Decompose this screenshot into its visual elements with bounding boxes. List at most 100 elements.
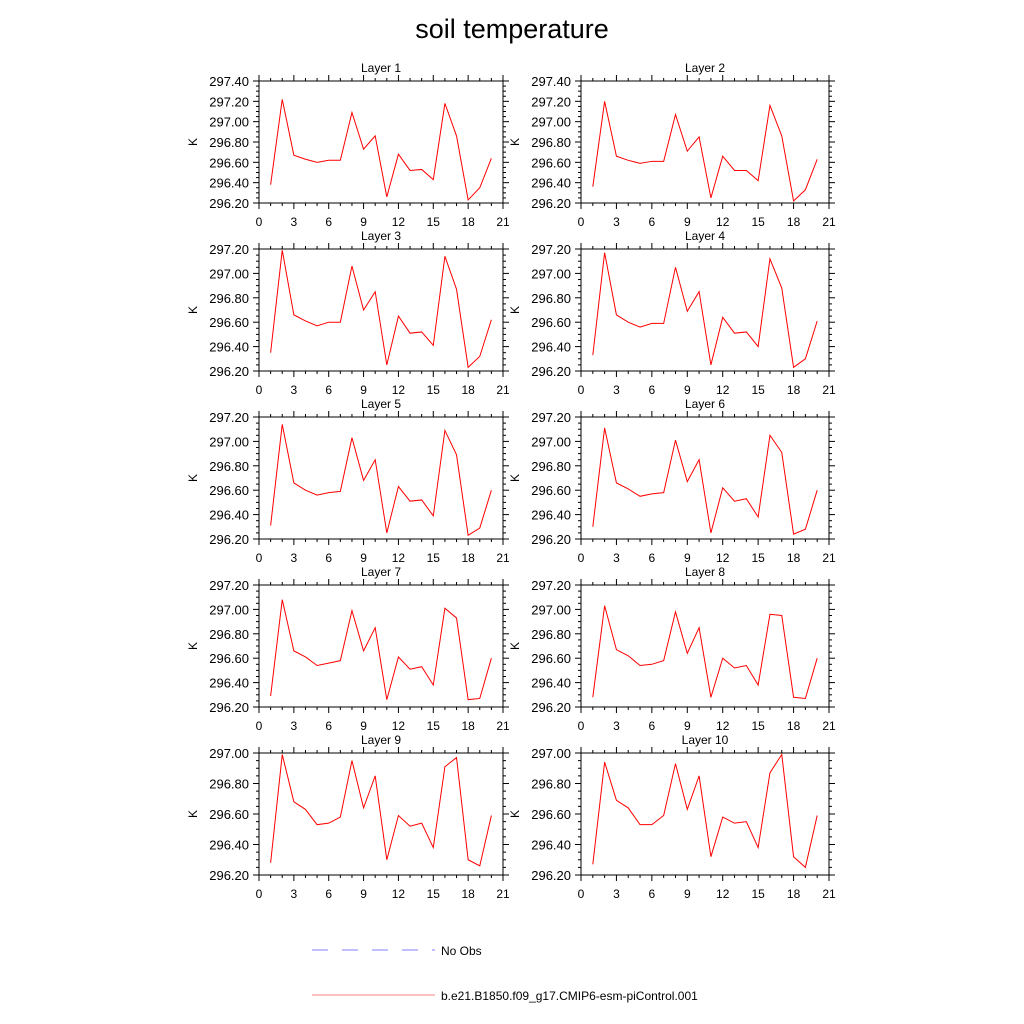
x-tick-label: 21 bbox=[496, 383, 510, 397]
y-tick-label: 296.80 bbox=[209, 777, 249, 792]
x-tick-label: 3 bbox=[291, 551, 298, 565]
y-tick-label: 297.20 bbox=[531, 410, 571, 425]
x-tick-label: 18 bbox=[461, 719, 475, 733]
y-tick-label: 297.00 bbox=[209, 746, 249, 761]
y-tick-label: 297.20 bbox=[531, 242, 571, 257]
x-tick-label: 9 bbox=[360, 215, 367, 229]
panel-title: Layer 5 bbox=[361, 397, 401, 411]
y-tick-label: 296.60 bbox=[531, 807, 571, 822]
y-tick-label: 296.60 bbox=[209, 651, 249, 666]
plot-frame bbox=[258, 752, 504, 876]
y-tick-label: 296.20 bbox=[209, 364, 249, 379]
chart-panel-10: Layer 10 K 0 3 6 9 12 15 18 21 296.20 296.40 296.60 2… bbox=[508, 733, 836, 901]
x-tick-label: 15 bbox=[427, 887, 441, 901]
x-tick-label: 6 bbox=[325, 719, 332, 733]
y-tick-label: 297.20 bbox=[209, 242, 249, 257]
panel-title: Layer 8 bbox=[685, 565, 725, 579]
y-tick-label: 296.40 bbox=[531, 508, 571, 523]
x-tick-label: 3 bbox=[613, 719, 620, 733]
y-tick-label: 296.80 bbox=[531, 135, 571, 150]
x-tick-label: 6 bbox=[325, 383, 332, 397]
y-tick-label: 296.80 bbox=[209, 135, 249, 150]
chart-panel-1: Layer 1 K 0 3 6 9 12 15 18 21 296.20 296.40 296.60 29… bbox=[186, 61, 510, 229]
x-tick-label: 18 bbox=[787, 719, 801, 733]
x-tick-label: 3 bbox=[291, 383, 298, 397]
x-tick-label: 18 bbox=[461, 887, 475, 901]
chart-panel-8: Layer 8 K 0 3 6 9 12 15 18 21 296.20 296.40 296.60 29… bbox=[508, 565, 836, 733]
x-tick-label: 9 bbox=[684, 215, 691, 229]
x-tick-label: 6 bbox=[325, 887, 332, 901]
figure-title: soil temperature bbox=[415, 14, 609, 44]
y-axis-label: K bbox=[186, 138, 200, 146]
x-tick-label: 12 bbox=[392, 383, 406, 397]
x-tick-label: 21 bbox=[496, 719, 510, 733]
y-tick-label: 296.40 bbox=[531, 838, 571, 853]
x-tick-label: 0 bbox=[578, 719, 585, 733]
x-tick-label: 18 bbox=[787, 383, 801, 397]
panel-title: Layer 1 bbox=[361, 61, 401, 75]
y-tick-label: 296.40 bbox=[531, 176, 571, 191]
y-tick-label: 297.20 bbox=[209, 578, 249, 593]
y-tick-label: 296.60 bbox=[209, 315, 249, 330]
data-series-line bbox=[592, 605, 818, 700]
x-tick-label: 15 bbox=[751, 551, 765, 565]
x-tick-label: 9 bbox=[684, 887, 691, 901]
y-tick-label: 297.20 bbox=[209, 410, 249, 425]
y-tick-label: 296.40 bbox=[531, 340, 571, 355]
x-tick-label: 18 bbox=[461, 215, 475, 229]
legend-label-no-obs: No Obs bbox=[441, 944, 482, 958]
y-tick-label: 297.00 bbox=[209, 115, 249, 130]
x-tick-label: 0 bbox=[256, 383, 263, 397]
chart-panel-7: Layer 7 K 0 3 6 9 12 15 18 21 296.20 296.40 296.60 29… bbox=[186, 565, 510, 733]
x-tick-label: 9 bbox=[360, 719, 367, 733]
y-axis-label: K bbox=[508, 474, 522, 482]
y-axis-label: K bbox=[508, 810, 522, 818]
panel-title: Layer 9 bbox=[361, 733, 401, 747]
y-axis-label: K bbox=[186, 474, 200, 482]
y-tick-label: 296.20 bbox=[209, 532, 249, 547]
panel-title: Layer 10 bbox=[682, 733, 729, 747]
x-tick-label: 21 bbox=[822, 551, 836, 565]
y-tick-label: 297.00 bbox=[209, 434, 249, 449]
y-tick-label: 297.20 bbox=[531, 578, 571, 593]
y-tick-label: 296.80 bbox=[209, 291, 249, 306]
x-tick-label: 9 bbox=[684, 551, 691, 565]
x-tick-label: 0 bbox=[578, 887, 585, 901]
y-tick-label: 296.80 bbox=[531, 459, 571, 474]
panel-title: Layer 4 bbox=[685, 229, 725, 243]
x-tick-label: 3 bbox=[613, 383, 620, 397]
y-tick-label: 297.00 bbox=[531, 434, 571, 449]
x-tick-label: 0 bbox=[256, 551, 263, 565]
x-tick-label: 3 bbox=[613, 551, 620, 565]
chart-panel-2: Layer 2 K 0 3 6 9 12 15 18 21 296.20 296.40 296.60 29… bbox=[508, 61, 836, 229]
x-tick-label: 9 bbox=[360, 551, 367, 565]
legend: No Obs b.e21.B1850.f09_g17.CMIP6-esm-piCo… bbox=[312, 944, 698, 1003]
x-tick-label: 12 bbox=[716, 887, 730, 901]
x-tick-label: 0 bbox=[256, 215, 263, 229]
y-tick-label: 296.20 bbox=[531, 532, 571, 547]
x-tick-label: 6 bbox=[325, 215, 332, 229]
data-series-line bbox=[270, 754, 492, 867]
x-tick-label: 6 bbox=[649, 719, 656, 733]
panel-title: Layer 7 bbox=[361, 565, 401, 579]
x-tick-label: 3 bbox=[613, 887, 620, 901]
x-tick-label: 9 bbox=[684, 719, 691, 733]
y-tick-label: 296.80 bbox=[531, 627, 571, 642]
y-axis-label: K bbox=[508, 138, 522, 146]
y-tick-label: 297.00 bbox=[531, 266, 571, 281]
y-tick-label: 297.20 bbox=[209, 94, 249, 109]
y-tick-label: 296.20 bbox=[531, 364, 571, 379]
x-tick-label: 18 bbox=[461, 551, 475, 565]
y-tick-label: 296.60 bbox=[209, 807, 249, 822]
y-tick-label: 296.60 bbox=[531, 315, 571, 330]
x-tick-label: 12 bbox=[716, 215, 730, 229]
panel-title: Layer 6 bbox=[685, 397, 725, 411]
x-tick-label: 12 bbox=[392, 551, 406, 565]
x-tick-label: 21 bbox=[822, 887, 836, 901]
y-tick-label: 296.40 bbox=[531, 676, 571, 691]
y-tick-label: 296.80 bbox=[209, 627, 249, 642]
y-axis-label: K bbox=[186, 306, 200, 314]
x-tick-label: 21 bbox=[496, 215, 510, 229]
y-tick-label: 296.60 bbox=[209, 483, 249, 498]
y-tick-label: 296.80 bbox=[531, 291, 571, 306]
